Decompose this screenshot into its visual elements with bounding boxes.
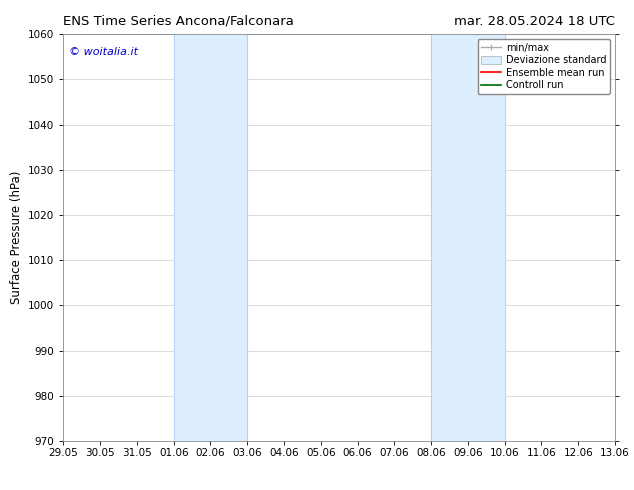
Text: ENS Time Series Ancona/Falconara: ENS Time Series Ancona/Falconara bbox=[63, 15, 294, 28]
Bar bbox=[431, 34, 505, 441]
Bar bbox=[174, 34, 247, 441]
Text: © woitalia.it: © woitalia.it bbox=[69, 47, 138, 56]
Text: mar. 28.05.2024 18 UTC: mar. 28.05.2024 18 UTC bbox=[454, 15, 615, 28]
Y-axis label: Surface Pressure (hPa): Surface Pressure (hPa) bbox=[10, 171, 23, 304]
Legend: min/max, Deviazione standard, Ensemble mean run, Controll run: min/max, Deviazione standard, Ensemble m… bbox=[477, 39, 610, 94]
